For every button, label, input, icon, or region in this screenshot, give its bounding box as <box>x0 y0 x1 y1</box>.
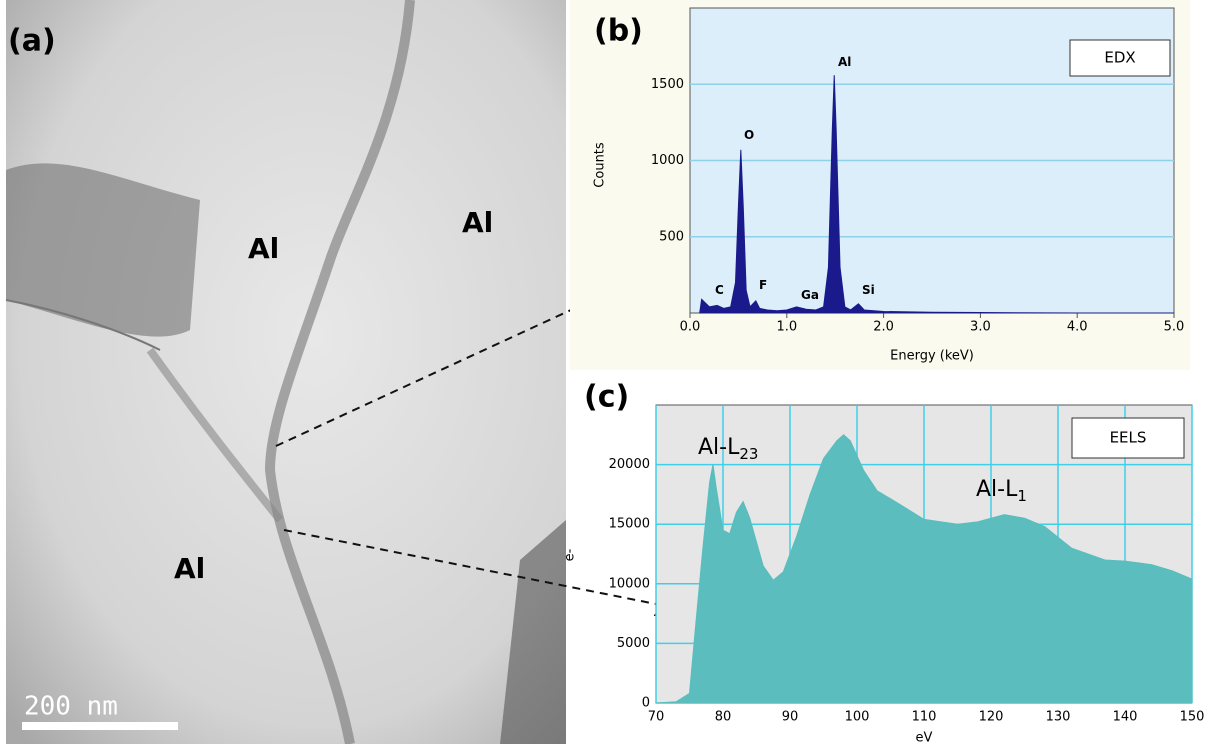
legend-label: EELS <box>1110 429 1147 447</box>
peak-label-text: Al <box>838 55 851 69</box>
y-tick-label: 500 <box>659 229 684 244</box>
x-tick-label: 150 <box>1180 710 1205 725</box>
panel-label: (c) <box>584 380 629 415</box>
x-tick-label: 3.0 <box>970 320 991 335</box>
phase-label: Al <box>174 552 205 585</box>
x-tick-label: 4.0 <box>1067 320 1088 335</box>
legend-label: EDX <box>1104 49 1135 67</box>
peak-label: Si <box>862 283 875 297</box>
x-tick-label: 90 <box>782 710 799 725</box>
peak-label-text: Si <box>862 283 875 297</box>
y-axis-label: e- <box>563 548 578 561</box>
panel-label: (a) <box>8 24 56 59</box>
x-tick-label: 120 <box>979 710 1004 725</box>
scale-bar <box>22 722 178 730</box>
image <box>6 0 566 744</box>
x-tick-label: 1.0 <box>776 320 797 335</box>
y-tick-label: 5000 <box>617 636 650 651</box>
peak-label-subscript: 1 <box>1017 487 1027 505</box>
x-tick-label: 100 <box>845 710 870 725</box>
x-tick-label: 2.0 <box>873 320 894 335</box>
peak-label-subscript: 23 <box>739 445 758 463</box>
panel-label: (b) <box>594 14 643 49</box>
phase-label: Al <box>462 206 493 239</box>
peak-label-text: C <box>715 283 724 297</box>
x-axis-label: eV <box>916 731 933 744</box>
phase-label: Al <box>248 232 279 265</box>
y-tick-label: 1000 <box>651 153 684 168</box>
y-axis-label: Counts <box>593 142 608 188</box>
peak-label: O <box>744 128 754 142</box>
y-tick-label: 10000 <box>609 576 650 591</box>
peak-label: C <box>715 283 724 297</box>
peak-label-text: Al-L <box>698 435 740 460</box>
x-tick-label: 140 <box>1113 710 1138 725</box>
figure: (a) Al Al Al 200 nm (b)500100015000.01.0… <box>0 0 1216 744</box>
x-tick-label: 70 <box>648 710 665 725</box>
peak-label: Al <box>838 55 851 69</box>
scale-bar-label: 200 nm <box>24 692 118 722</box>
x-tick-label: 130 <box>1046 710 1071 725</box>
x-tick-label: 5.0 <box>1164 320 1185 335</box>
x-tick-label: 110 <box>912 710 937 725</box>
x-tick-label: 80 <box>715 710 732 725</box>
peak-label-text: F <box>759 278 767 292</box>
y-tick-label: 0 <box>642 696 650 711</box>
peak-label: Ga <box>801 288 819 302</box>
peak-label-text: Al-L <box>976 477 1018 502</box>
y-tick-label: 1500 <box>651 77 684 92</box>
peak-label: F <box>759 278 767 292</box>
peak-label-text: O <box>744 128 754 142</box>
peak-label-text: Ga <box>801 288 819 302</box>
y-tick-label: 20000 <box>609 457 650 472</box>
x-tick-label: 0.0 <box>680 320 701 335</box>
x-axis-label: Energy (keV) <box>890 349 974 364</box>
y-tick-label: 15000 <box>609 517 650 532</box>
micrograph: (a) Al Al Al 200 nm <box>6 0 566 744</box>
